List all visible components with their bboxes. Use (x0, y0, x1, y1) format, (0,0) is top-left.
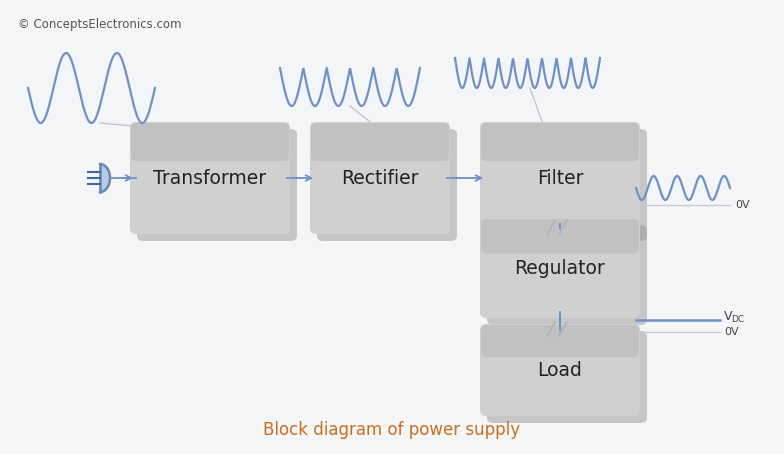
FancyBboxPatch shape (487, 331, 647, 423)
FancyBboxPatch shape (487, 225, 647, 325)
FancyBboxPatch shape (480, 122, 640, 234)
FancyBboxPatch shape (481, 325, 639, 357)
FancyBboxPatch shape (317, 129, 457, 241)
Text: DC: DC (731, 315, 744, 324)
Text: Regulator: Regulator (514, 258, 605, 277)
FancyBboxPatch shape (487, 129, 647, 241)
Text: © ConceptsElectronics.com: © ConceptsElectronics.com (18, 18, 182, 31)
FancyBboxPatch shape (480, 218, 640, 318)
FancyBboxPatch shape (481, 123, 639, 161)
Text: 0V: 0V (735, 200, 750, 210)
Text: V: V (724, 310, 732, 322)
FancyBboxPatch shape (130, 122, 290, 234)
FancyBboxPatch shape (311, 123, 449, 161)
Text: Rectifier: Rectifier (341, 168, 419, 188)
Text: 0V: 0V (724, 327, 739, 337)
Text: Load: Load (538, 360, 583, 380)
Text: Block diagram of power supply: Block diagram of power supply (263, 421, 521, 439)
FancyBboxPatch shape (481, 219, 639, 254)
FancyBboxPatch shape (310, 122, 450, 234)
Text: Transformer: Transformer (154, 168, 267, 188)
Polygon shape (100, 164, 110, 192)
FancyBboxPatch shape (137, 129, 297, 241)
FancyBboxPatch shape (131, 123, 289, 161)
FancyBboxPatch shape (480, 324, 640, 416)
Text: Filter: Filter (537, 168, 583, 188)
